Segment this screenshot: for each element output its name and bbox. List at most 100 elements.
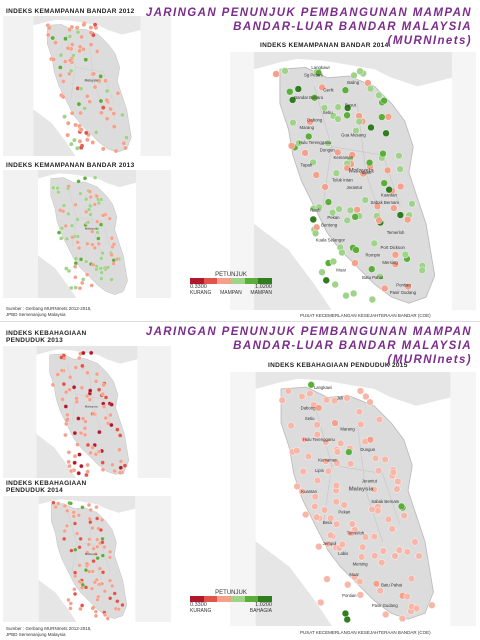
town-label: Raub — [310, 208, 321, 213]
town-marker — [313, 421, 321, 429]
town-marker — [80, 603, 85, 608]
town-marker — [82, 432, 88, 437]
town-marker — [87, 99, 92, 104]
town-marker — [351, 213, 359, 221]
town-marker — [100, 392, 105, 397]
town-marker — [88, 520, 93, 525]
town-marker — [349, 289, 358, 298]
town-marker — [71, 510, 76, 515]
town-marker — [350, 71, 358, 80]
town-marker — [47, 25, 52, 31]
town-label: Gua Musang — [341, 133, 366, 138]
title-line-1: JARINGAN PENUNJUK PEMBANGUNAN MAMPAN — [145, 326, 472, 338]
town-marker — [343, 164, 351, 172]
town-marker — [376, 272, 384, 281]
town-marker — [310, 94, 319, 102]
town-marker — [100, 540, 105, 545]
town-marker — [384, 113, 393, 121]
map-2013: Malaysia — [3, 170, 171, 298]
town-marker — [59, 355, 64, 360]
town-marker — [88, 42, 94, 47]
town-marker — [356, 591, 364, 599]
town-marker — [305, 132, 313, 141]
town-marker — [64, 236, 70, 241]
town-marker — [108, 549, 113, 554]
town-marker — [77, 545, 82, 550]
source-note-2: Sumber : Gerbang MURNInets 2012-2015, JP… — [6, 626, 92, 637]
town-label: Baling — [347, 80, 360, 85]
town-marker — [102, 404, 107, 409]
town-marker — [289, 119, 297, 127]
town-marker — [390, 204, 398, 212]
map-happiness-2015: Malaysia Langkawi Jeli Dabong Setiu Marang Hul… — [230, 372, 476, 626]
town-label: Kemaman — [318, 458, 338, 463]
town-marker — [83, 57, 89, 62]
town-marker — [85, 469, 90, 474]
legend-max: 1.0200 — [255, 602, 272, 608]
town-marker — [411, 538, 419, 546]
town-marker — [324, 198, 333, 206]
town-marker — [315, 542, 323, 551]
town-marker — [63, 404, 68, 409]
town-marker — [73, 547, 78, 552]
town-label: Muar — [336, 267, 346, 272]
town-marker — [97, 566, 102, 571]
panel-label-happiness-2015: INDEKS KEBAHAGIAAN PENDUDUK 2015 — [268, 362, 408, 369]
town-marker — [366, 398, 374, 406]
town-marker — [99, 276, 104, 281]
town-marker — [53, 505, 58, 510]
town-marker — [88, 508, 93, 513]
town-marker — [88, 450, 93, 456]
town-marker — [73, 592, 78, 597]
town-marker — [76, 471, 81, 476]
town-marker — [375, 415, 384, 424]
panel-label-2012: INDEKS KEMAMPANAN BANDAR 2012 — [6, 8, 135, 15]
town-marker — [101, 213, 106, 218]
town-marker — [293, 482, 301, 490]
town-marker — [73, 570, 78, 575]
town-marker — [60, 94, 66, 100]
town-label: Rompin — [365, 252, 380, 257]
town-marker — [109, 402, 114, 407]
town-marker — [83, 419, 88, 424]
town-marker — [75, 217, 80, 222]
town-marker — [108, 106, 113, 112]
town-marker — [93, 613, 98, 618]
town-label: Hulu Terengganu — [303, 437, 336, 442]
town-marker — [61, 203, 66, 208]
town-marker — [91, 262, 96, 267]
town-marker — [111, 124, 117, 129]
town-marker — [89, 283, 94, 288]
credit-1: PUSAT KECEMERLANGAN KESEJAHTERAAN BANDAR… — [300, 313, 431, 318]
town-marker — [81, 22, 87, 28]
town-marker — [66, 120, 71, 126]
town-marker — [404, 215, 412, 224]
town-marker — [396, 182, 405, 191]
town-marker — [95, 226, 100, 231]
town-marker — [57, 230, 62, 235]
town-marker — [92, 580, 97, 585]
town-marker — [91, 71, 97, 77]
town-marker — [78, 145, 84, 150]
town-marker — [370, 486, 378, 494]
town-marker — [83, 568, 88, 573]
town-marker — [62, 503, 67, 508]
town-marker — [96, 241, 101, 246]
town-marker — [357, 420, 365, 429]
town-marker — [70, 42, 75, 47]
town-marker — [404, 282, 412, 291]
credit-2: PUSAT KECEMERLANGAN KESEJAHTERAAN BANDAR… — [300, 630, 431, 635]
town-marker — [343, 615, 351, 624]
town-marker — [63, 59, 68, 64]
town-marker — [66, 450, 71, 455]
town-marker — [64, 390, 69, 395]
town-marker — [67, 387, 72, 392]
town-marker — [80, 363, 85, 368]
peninsula-landmass — [279, 67, 436, 304]
legend-title: PETUNJUK — [215, 590, 247, 596]
town-marker — [88, 388, 93, 393]
town-marker — [338, 248, 346, 257]
town-marker — [100, 581, 105, 586]
town-marker — [340, 501, 348, 509]
town-marker — [333, 459, 341, 467]
